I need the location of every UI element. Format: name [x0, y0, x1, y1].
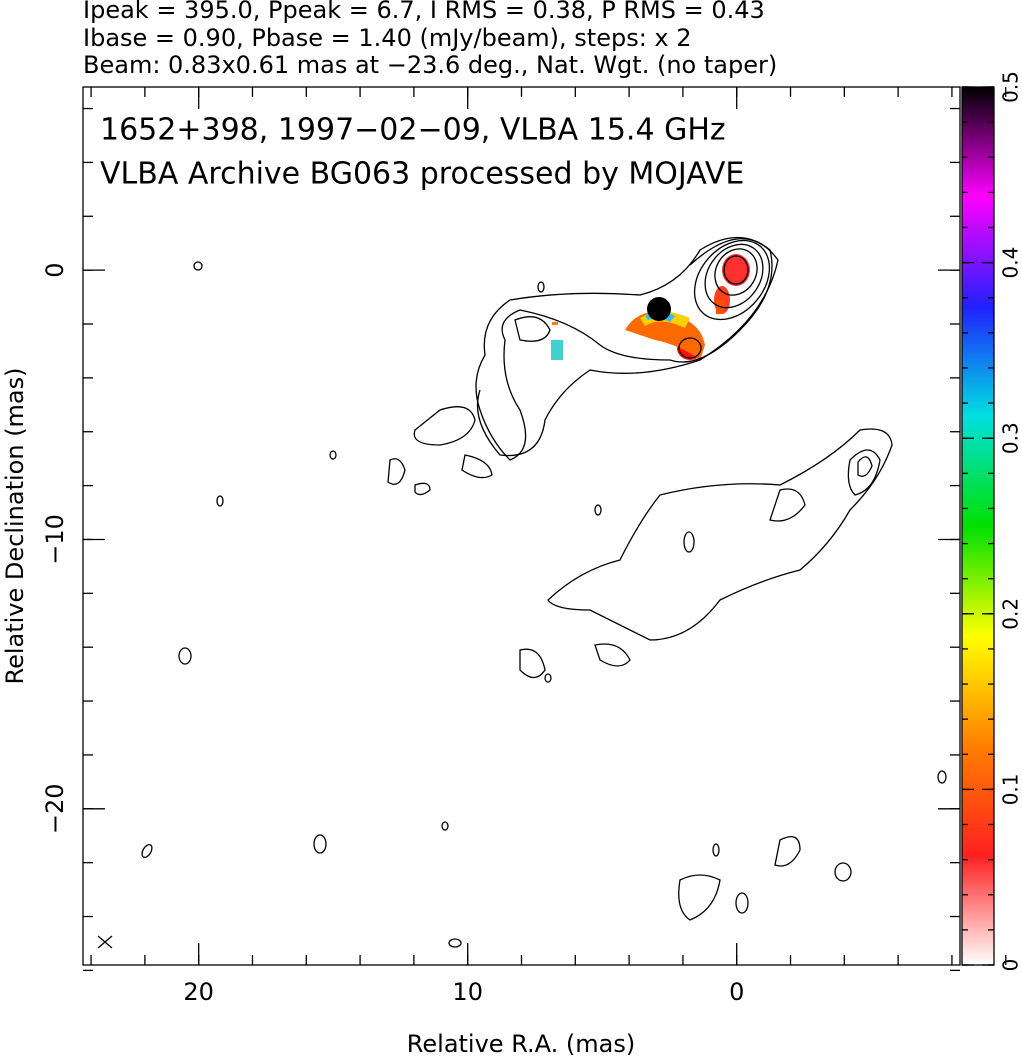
- header-line: Ipeak = 395.0, Ppeak = 6.7, I RMS = 0.38…: [83, 0, 765, 24]
- plot-frame: [82, 86, 961, 966]
- colorbar-tick-label: 0.2: [999, 598, 1022, 630]
- y-axis-label: Relative Declination (mas): [1, 367, 29, 684]
- x-tick-label: 0: [729, 978, 744, 1006]
- y-tick-label: −20: [41, 783, 69, 834]
- header-line: Beam: 0.83x0.61 mas at −23.6 deg., Nat. …: [83, 51, 777, 79]
- y-tick-label: 0: [41, 263, 69, 278]
- colorbar-tick-label: 0.3: [999, 422, 1022, 454]
- annotation: VLBA Archive BG063 processed by MOJAVE: [100, 157, 744, 192]
- x-tick-label: 20: [183, 978, 214, 1006]
- contours: [97, 237, 947, 949]
- colorbar: [961, 86, 995, 966]
- colorbar-tick-label: 0: [999, 959, 1022, 972]
- x-tick-label: 10: [452, 978, 483, 1006]
- x-axis-label: Relative R.A. (mas): [407, 1030, 635, 1058]
- colorbar-tick-label: 0.5: [999, 71, 1022, 103]
- colorbar-tick-label: 0.1: [999, 773, 1022, 805]
- annotation: 1652+398, 1997−02−09, VLBA 15.4 GHz: [100, 113, 726, 148]
- colorbar-tick-label: 0.4: [999, 247, 1022, 279]
- y-tick-label: −10: [41, 514, 69, 565]
- header-line: Ibase = 0.90, Pbase = 1.40 (mJy/beam), s…: [83, 24, 692, 52]
